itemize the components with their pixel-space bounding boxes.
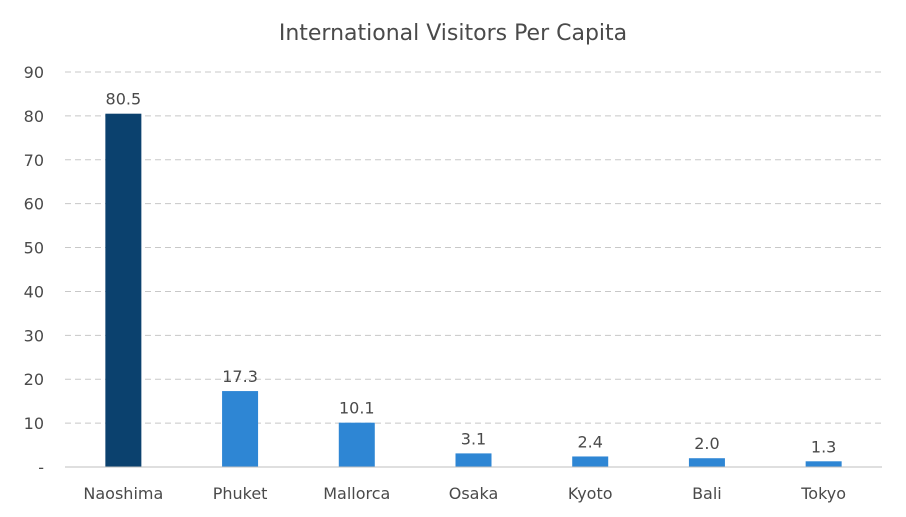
category-label: Naoshima bbox=[83, 484, 163, 503]
y-tick-label: - bbox=[38, 458, 44, 477]
category-label: Osaka bbox=[449, 484, 499, 503]
data-label: 80.5 bbox=[106, 90, 142, 109]
data-label: 10.1 bbox=[339, 399, 375, 418]
bar-naoshima bbox=[105, 113, 142, 467]
y-tick-label: 60 bbox=[24, 195, 44, 214]
bar-bali bbox=[688, 458, 725, 467]
bars bbox=[105, 113, 842, 467]
category-label: Mallorca bbox=[323, 484, 390, 503]
chart-title: International Visitors Per Capita bbox=[279, 21, 627, 46]
data-label: 1.3 bbox=[811, 437, 836, 456]
x-axis-categories: Naoshima Phuket Mallorca Osaka Kyoto Bali Toky… bbox=[83, 484, 846, 503]
bar-phuket bbox=[222, 391, 259, 467]
bar-osaka bbox=[455, 453, 492, 467]
y-tick-label: 10 bbox=[24, 414, 44, 433]
category-label: Bali bbox=[692, 484, 722, 503]
bar-kyoto bbox=[572, 456, 609, 467]
y-tick-label: 30 bbox=[24, 326, 44, 345]
data-labels: 80.5 17.3 10.1 3.1 2.4 2.0 1.3 bbox=[106, 90, 837, 457]
category-label: Phuket bbox=[213, 484, 268, 503]
category-label: Kyoto bbox=[568, 484, 613, 503]
category-label: Tokyo bbox=[800, 484, 846, 503]
y-tick-label: 70 bbox=[24, 151, 44, 170]
y-tick-label: 20 bbox=[24, 370, 44, 389]
data-label: 2.0 bbox=[694, 434, 719, 453]
y-tick-label: 90 bbox=[24, 63, 44, 82]
gridlines bbox=[65, 71, 882, 424]
y-tick-label: 80 bbox=[24, 107, 44, 126]
data-label: 2.4 bbox=[577, 432, 602, 451]
bar-tokyo bbox=[805, 461, 842, 467]
y-tick-label: 40 bbox=[24, 282, 44, 301]
y-tick-label: 50 bbox=[24, 239, 44, 258]
bar-mallorca bbox=[338, 422, 375, 467]
data-label: 17.3 bbox=[222, 367, 258, 386]
data-label: 3.1 bbox=[461, 429, 486, 448]
y-axis-ticks: - 10 20 30 40 50 60 70 80 90 bbox=[24, 63, 44, 477]
